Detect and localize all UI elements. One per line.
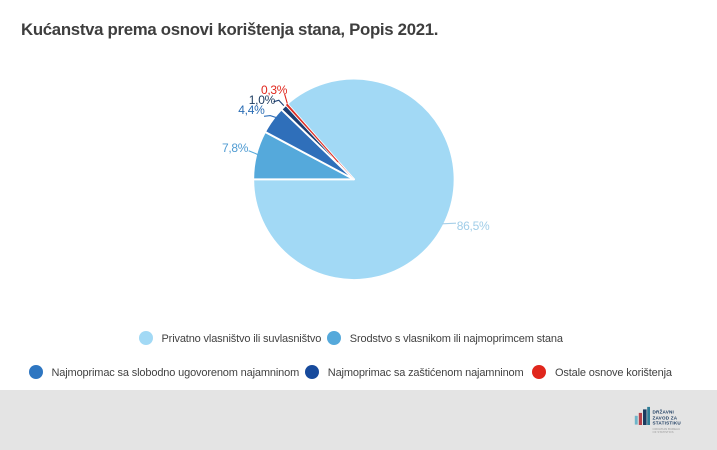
svg-text:CROATIAN BUREAU: CROATIAN BUREAU <box>653 427 681 431</box>
svg-text:7,8%: 7,8% <box>222 141 249 155</box>
svg-text:DRŽAVNI: DRŽAVNI <box>653 408 674 415</box>
svg-text:86,5%: 86,5% <box>457 219 490 233</box>
svg-text:4,4%: 4,4% <box>238 103 265 117</box>
svg-text:0,3%: 0,3% <box>261 83 288 97</box>
svg-text:STATISTIKU: STATISTIKU <box>653 421 682 426</box>
svg-text:1,0%: 1,0% <box>249 93 276 107</box>
svg-text:ZAVOD ZA: ZAVOD ZA <box>653 416 678 421</box>
svg-text:OF STATISTICS: OF STATISTICS <box>653 430 674 434</box>
